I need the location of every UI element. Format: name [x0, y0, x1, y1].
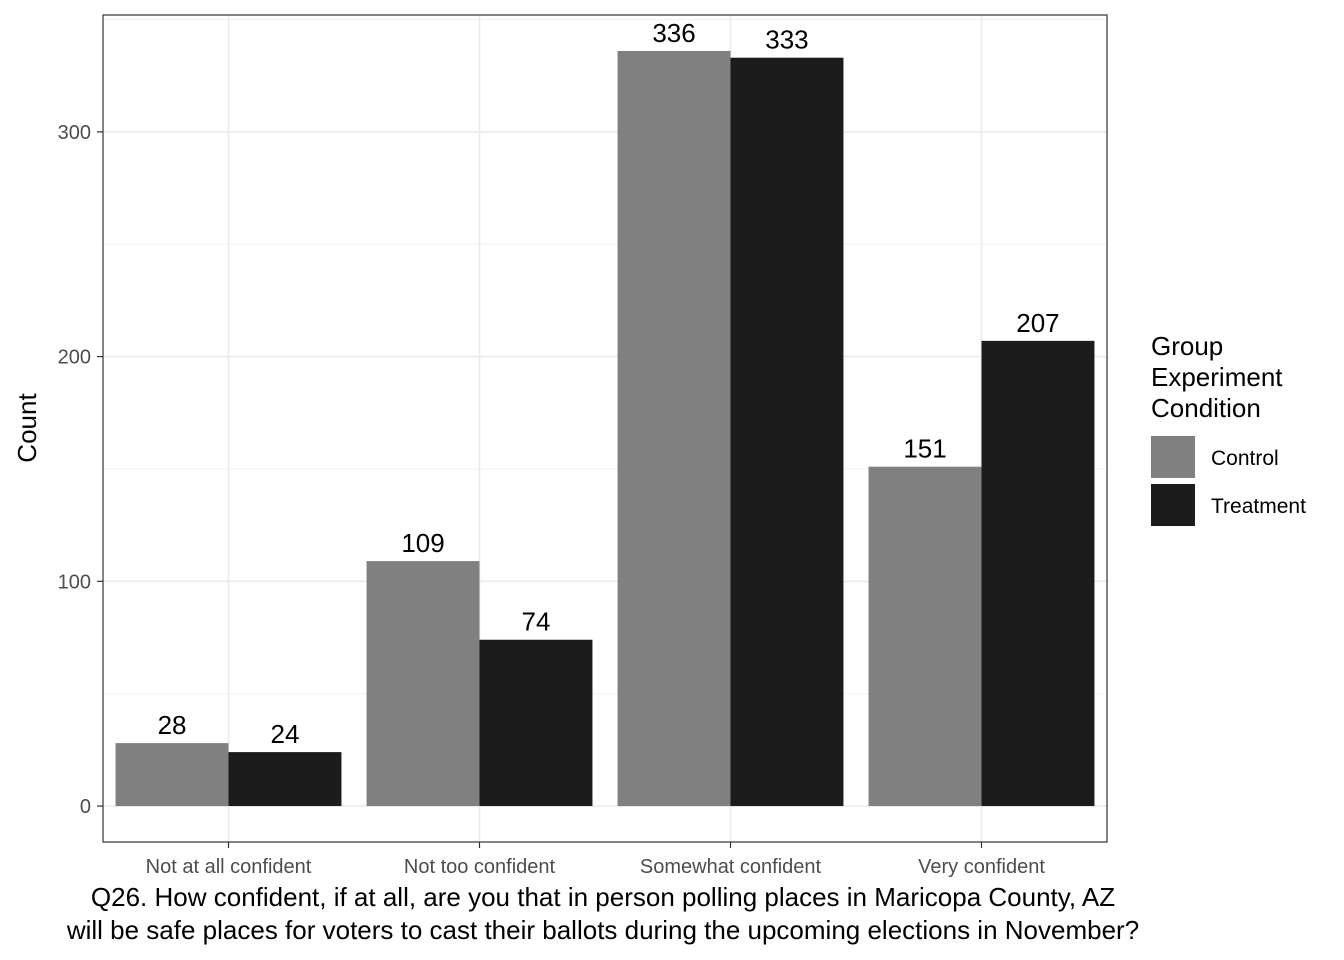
caption-line: will be safe places for voters to cast t…	[66, 915, 1139, 945]
x-tick-label: Not at all confident	[146, 856, 312, 878]
bar-treatment	[479, 639, 593, 807]
data-label: 28	[158, 710, 187, 740]
x-tick-label: Very confident	[918, 856, 1045, 878]
legend-label-control: Control	[1211, 447, 1279, 470]
bars	[115, 50, 1095, 807]
x-tick-label: Not too confident	[404, 856, 556, 878]
legend-title-line: Group	[1151, 331, 1223, 361]
data-label: 207	[1016, 308, 1059, 338]
bar-control	[115, 743, 229, 807]
data-label: 336	[652, 18, 695, 48]
legend-key-control	[1151, 436, 1195, 478]
bar-control	[366, 561, 480, 807]
x-tick-label: Somewhat confident	[640, 856, 822, 878]
y-tick-label: 300	[58, 122, 91, 144]
bar-treatment	[228, 752, 342, 807]
bar-treatment	[730, 57, 844, 807]
data-label: 109	[401, 528, 444, 558]
axes: 0 100 200 300 Not at all confident Not too co…	[58, 122, 1046, 878]
data-label: 151	[903, 434, 946, 464]
y-tick-label: 0	[80, 796, 91, 818]
y-tick-label: 200	[58, 347, 91, 369]
y-axis-title: Count	[12, 393, 42, 463]
data-label: 74	[522, 607, 551, 637]
legend-key-treatment	[1151, 484, 1195, 526]
panel-border	[102, 14, 1108, 843]
bar-control	[617, 50, 731, 807]
caption: Q26. How confident, if at all, are you t…	[66, 882, 1139, 945]
data-labels: 28 24 109 74 336 333 151 207	[158, 18, 1060, 749]
legend-title-line: Condition	[1151, 393, 1261, 423]
legend-label-treatment: Treatment	[1211, 495, 1306, 518]
data-label: 24	[271, 719, 300, 749]
legend-title-line: Experiment	[1151, 362, 1283, 392]
bar-control	[868, 466, 982, 807]
data-label: 333	[765, 25, 808, 55]
y-tick-label: 100	[58, 571, 91, 593]
caption-line: Q26. How confident, if at all, are you t…	[91, 882, 1115, 912]
bar-treatment	[981, 340, 1095, 807]
